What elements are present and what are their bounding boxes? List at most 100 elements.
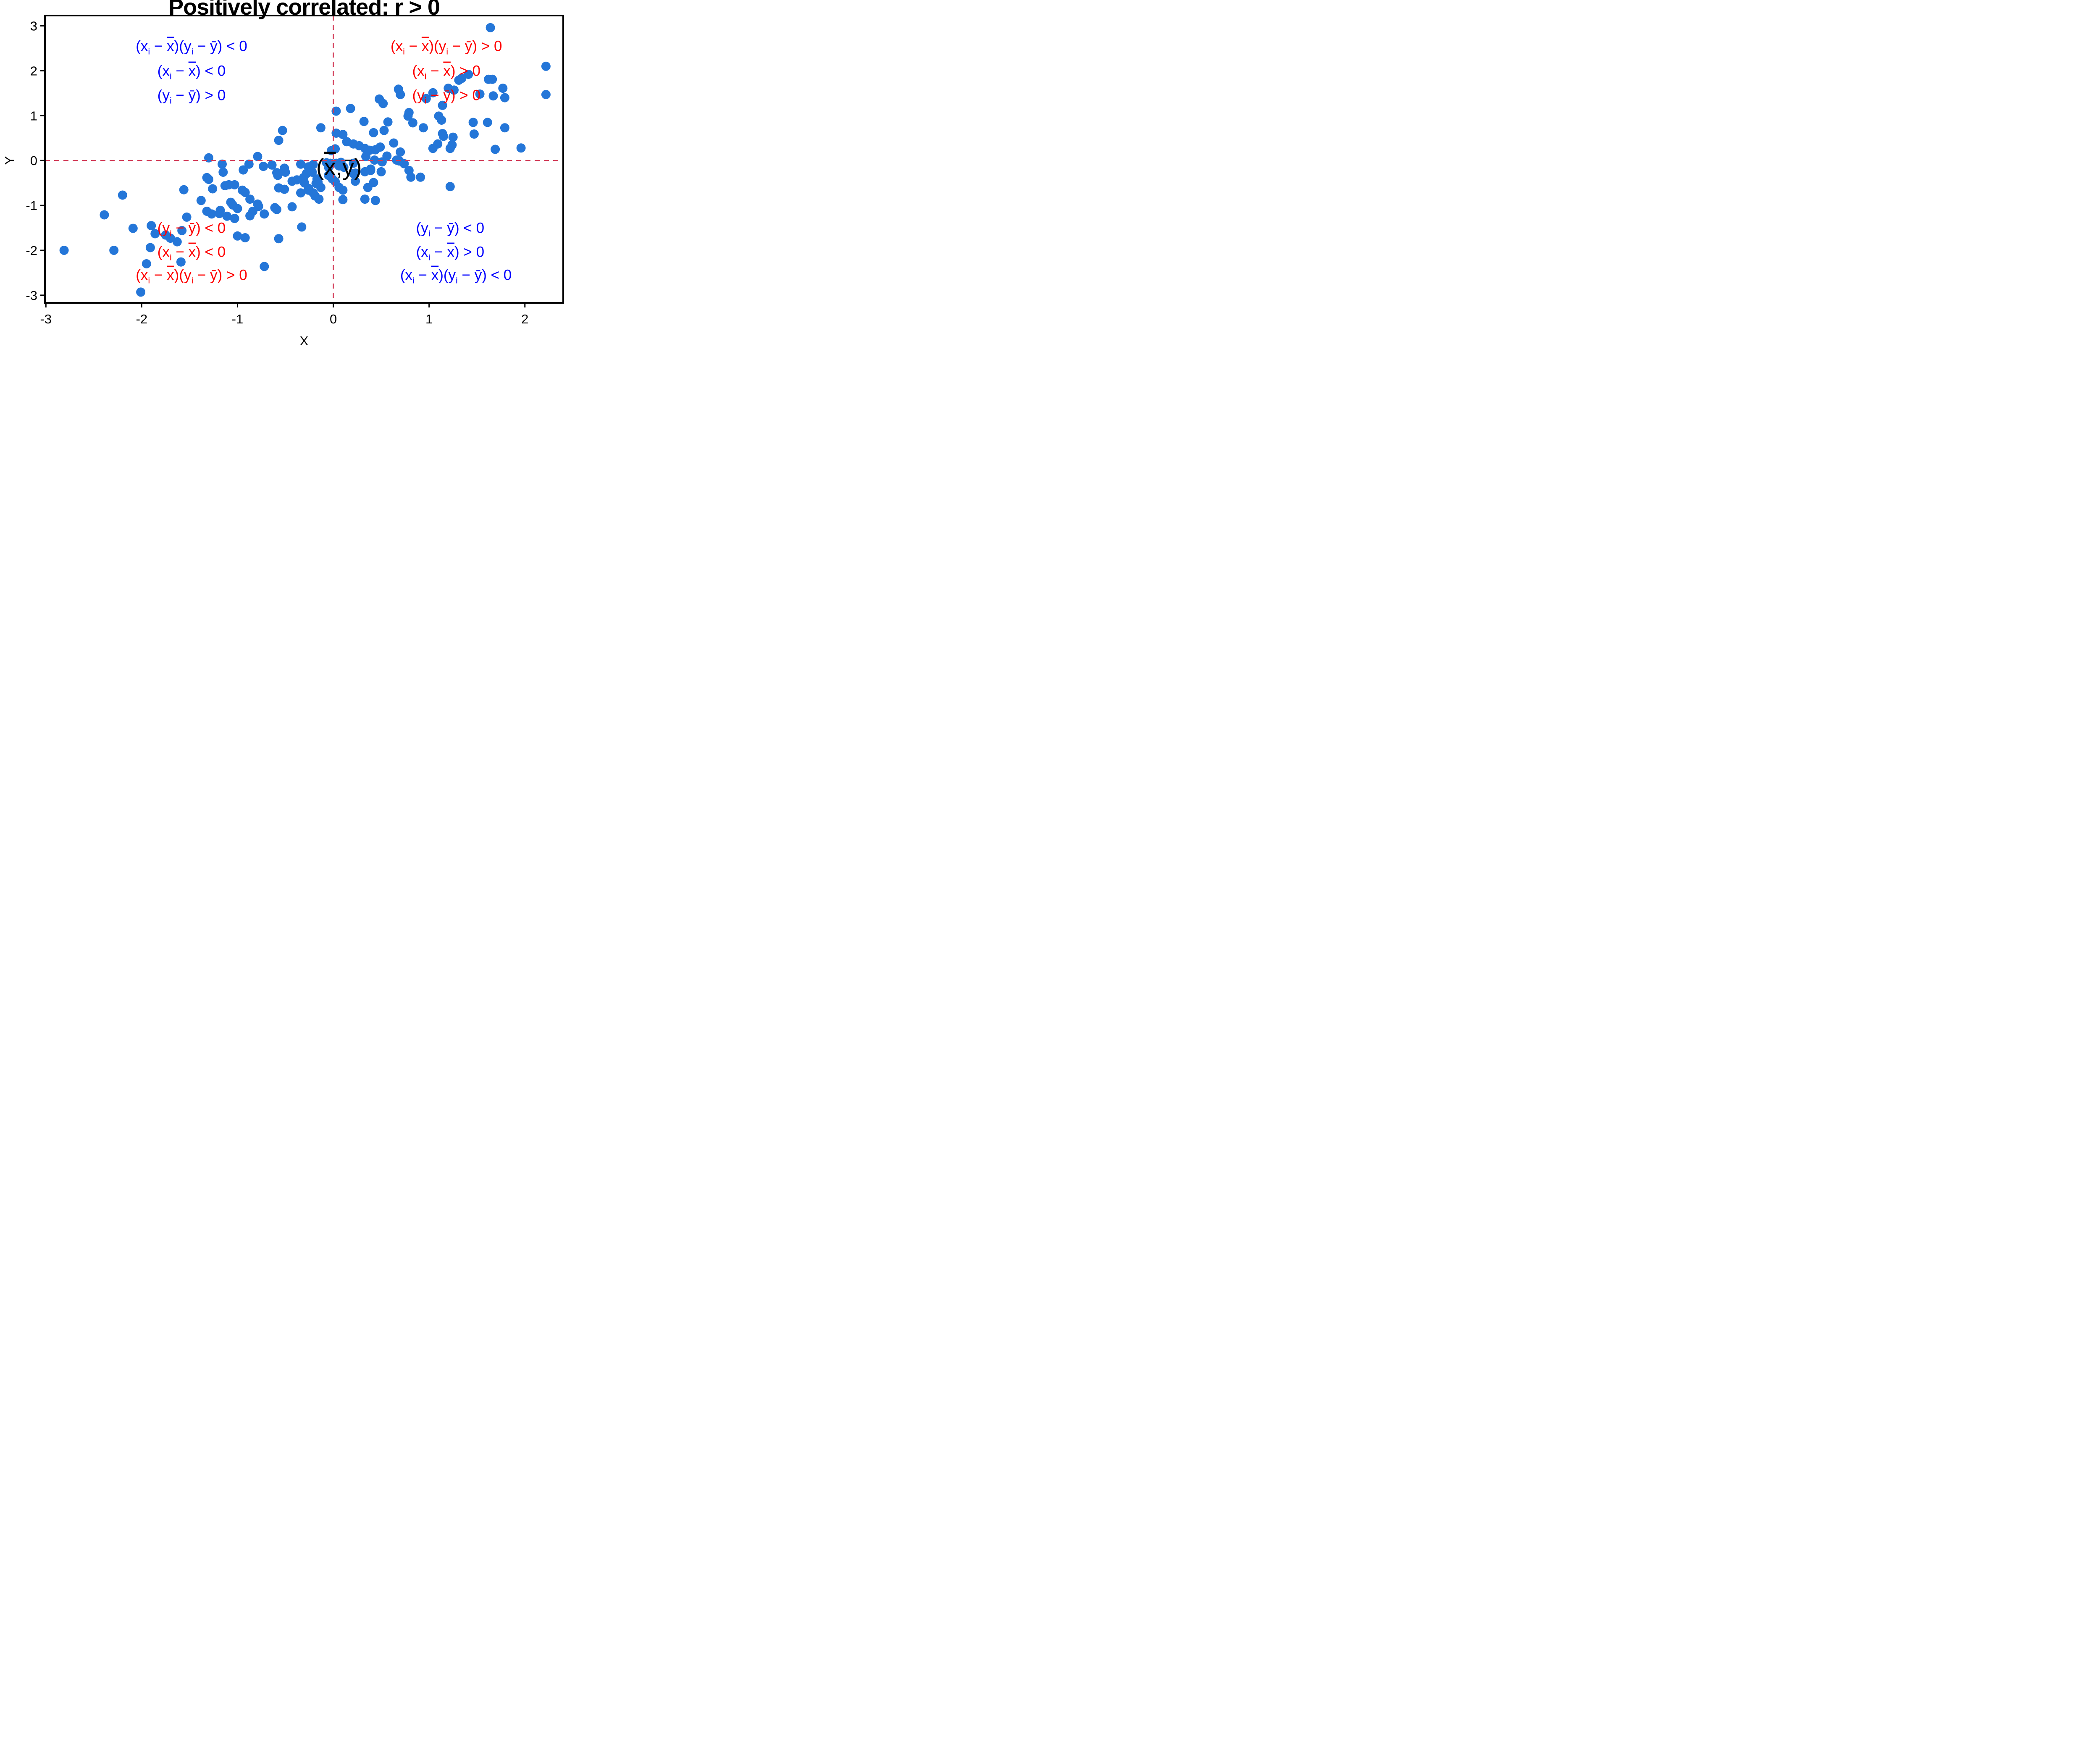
scatter-plot-canvas: -3 -2 -1 0 1 2 -3 -2 -1 0 1 2 3 bbox=[26, 15, 564, 326]
data-point bbox=[233, 204, 242, 213]
data-point bbox=[349, 169, 358, 179]
data-point bbox=[240, 188, 250, 197]
data-point bbox=[245, 211, 255, 221]
data-point bbox=[351, 176, 360, 186]
data-point bbox=[296, 159, 305, 169]
data-point bbox=[273, 171, 283, 180]
data-point bbox=[218, 159, 227, 169]
data-point bbox=[498, 84, 508, 93]
data-point bbox=[177, 226, 187, 235]
data-point bbox=[142, 259, 151, 268]
data-point bbox=[363, 183, 373, 192]
data-point bbox=[378, 99, 388, 108]
data-point bbox=[488, 74, 497, 84]
data-point bbox=[438, 131, 448, 141]
data-point bbox=[208, 184, 218, 194]
annotation-top-left-line-1: (xi − x)(yi − ȳ) < 0 bbox=[136, 38, 247, 57]
data-point bbox=[331, 106, 341, 116]
data-point bbox=[370, 155, 379, 165]
data-point bbox=[361, 152, 371, 161]
data-point bbox=[483, 118, 492, 127]
data-point bbox=[408, 118, 417, 128]
data-point bbox=[370, 196, 380, 205]
y-tick-label: 3 bbox=[30, 19, 37, 34]
data-point bbox=[369, 128, 378, 137]
data-point bbox=[399, 159, 409, 168]
data-point bbox=[240, 233, 250, 242]
data-point bbox=[406, 172, 416, 182]
data-point bbox=[359, 117, 369, 126]
annotation-bottom-right-line-3: (xi − x)(yi − ȳ) < 0 bbox=[400, 267, 512, 286]
data-point bbox=[541, 90, 551, 100]
data-point bbox=[182, 212, 192, 222]
data-point bbox=[272, 205, 281, 214]
annotation-top-right-line-1: (xi − x)(yi − ȳ) > 0 bbox=[391, 38, 502, 57]
data-point bbox=[274, 136, 284, 145]
x-tick-label: -3 bbox=[40, 312, 52, 326]
data-point bbox=[278, 126, 287, 135]
data-point bbox=[316, 123, 326, 133]
data-point bbox=[128, 223, 138, 233]
x-tick-label: 1 bbox=[425, 312, 433, 326]
data-point bbox=[259, 162, 268, 171]
annotation-top-right-line-2: (xi − x) > 0 bbox=[412, 63, 480, 81]
data-point bbox=[541, 61, 551, 71]
chart-title: Positively correlated: r > 0 bbox=[168, 0, 440, 20]
data-point bbox=[360, 194, 370, 204]
data-point bbox=[239, 165, 248, 175]
data-point bbox=[218, 168, 228, 177]
data-point bbox=[204, 153, 213, 163]
data-point bbox=[338, 195, 348, 205]
data-point bbox=[438, 100, 447, 110]
data-point bbox=[486, 23, 495, 32]
data-point bbox=[516, 143, 526, 153]
data-point bbox=[491, 144, 500, 154]
data-point bbox=[118, 190, 127, 200]
data-point bbox=[383, 117, 393, 127]
data-point bbox=[59, 246, 69, 255]
annotation-top-left-line-2: (xi − x) < 0 bbox=[157, 63, 226, 81]
data-point bbox=[207, 209, 216, 219]
data-point bbox=[304, 162, 313, 172]
data-point bbox=[260, 209, 269, 219]
data-point bbox=[204, 175, 213, 184]
data-point bbox=[331, 144, 340, 154]
data-point bbox=[428, 88, 438, 97]
annotation-top-right-line-3: (yi − ȳ) > 0 bbox=[412, 87, 480, 106]
data-point bbox=[488, 91, 498, 101]
data-point bbox=[245, 194, 255, 204]
data-point bbox=[230, 180, 239, 189]
data-point bbox=[150, 229, 160, 239]
data-point bbox=[109, 246, 119, 255]
data-point bbox=[421, 94, 431, 103]
data-point bbox=[281, 168, 290, 177]
data-point bbox=[296, 188, 305, 198]
data-point bbox=[215, 209, 224, 218]
data-point bbox=[449, 85, 459, 95]
data-point bbox=[396, 147, 405, 157]
data-point bbox=[338, 185, 348, 195]
data-point bbox=[314, 194, 324, 204]
data-point bbox=[375, 142, 385, 152]
data-point bbox=[172, 237, 182, 247]
y-tick-label: 0 bbox=[30, 153, 37, 168]
data-point bbox=[287, 202, 297, 212]
y-tick-label: 1 bbox=[30, 108, 37, 123]
data-point bbox=[339, 163, 349, 172]
data-point bbox=[376, 167, 386, 176]
mean-point-label: (x,ȳ) bbox=[316, 154, 362, 181]
x-tick-label: -1 bbox=[232, 312, 244, 326]
data-point bbox=[437, 116, 446, 125]
annotation-bottom-left-line-3: (xi − x)(yi − ȳ) > 0 bbox=[136, 267, 247, 286]
data-point bbox=[433, 139, 443, 149]
data-point bbox=[253, 152, 262, 161]
data-point bbox=[179, 185, 189, 194]
data-point bbox=[445, 182, 455, 192]
data-point bbox=[403, 111, 413, 121]
data-point bbox=[136, 287, 146, 297]
data-point bbox=[396, 90, 405, 100]
data-point bbox=[280, 184, 289, 194]
data-point bbox=[464, 70, 473, 79]
data-point bbox=[448, 132, 458, 142]
y-tick-label: 2 bbox=[30, 63, 37, 78]
